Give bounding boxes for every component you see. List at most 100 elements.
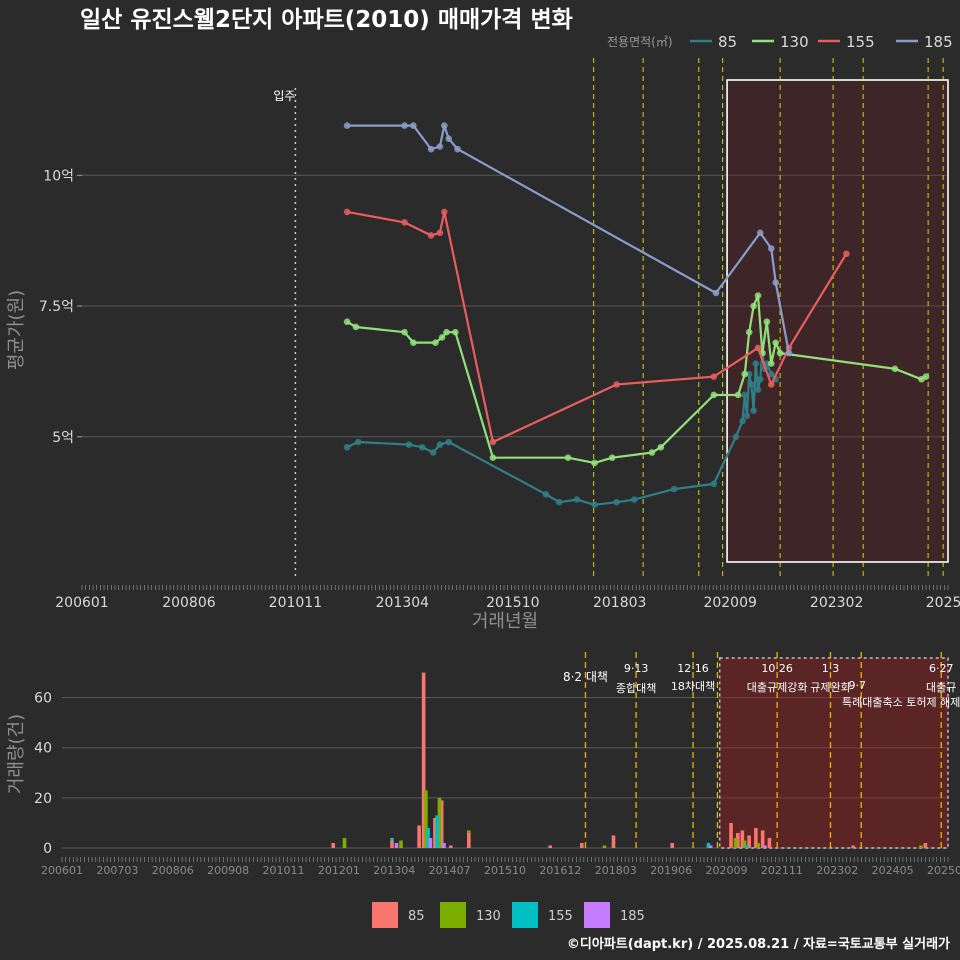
- price-point-155: [441, 208, 448, 216]
- policy-date-2: 12·16: [677, 662, 709, 675]
- price-point-85: [445, 438, 453, 446]
- volume-bar-155: [390, 837, 394, 841]
- price-point-85: [767, 370, 775, 378]
- price-point-130: [352, 323, 360, 331]
- price-series-130: [343, 292, 930, 467]
- price-point-185: [410, 122, 417, 129]
- price-point-85: [555, 498, 563, 506]
- price-point-155: [613, 381, 620, 388]
- volume-y-tick-label-0: 0: [43, 841, 52, 857]
- price-point-130: [657, 443, 665, 451]
- price-point-130: [438, 334, 446, 341]
- policy-name-1: 종합대책: [616, 682, 656, 695]
- price-point-185: [767, 245, 775, 252]
- price-x-tick-label-7: 202302: [810, 595, 863, 611]
- price-point-185: [785, 349, 793, 357]
- volume-x-tick-label-7: 201407: [429, 864, 471, 877]
- volume-bar-130: [399, 840, 403, 848]
- price-point-130: [922, 373, 930, 380]
- price-point-185: [756, 229, 764, 237]
- price-point-85: [752, 360, 760, 367]
- price-point-155: [427, 232, 435, 239]
- price-point-130: [891, 365, 899, 373]
- price-point-155: [436, 229, 444, 237]
- price-point-130: [489, 454, 497, 462]
- volume-bar-85: [417, 825, 421, 848]
- price-point-85: [750, 407, 757, 414]
- price-legend: 전용면적(㎡) 85 130 155 185: [607, 33, 953, 51]
- volume-highlight-rect: [718, 657, 949, 849]
- policy-label-0: 8·2 대책: [563, 669, 608, 684]
- price-point-130: [648, 449, 656, 456]
- price-y-tick-label-1: 7.5억: [39, 299, 74, 315]
- legend-title: 전용면적(㎡): [607, 35, 673, 49]
- price-point-85: [630, 496, 638, 503]
- footer-credit: ©디아파트(dapt.kr) / 2025.08.21 / 자료=국토교통부 실…: [567, 936, 950, 952]
- volume-x-tick-label-2: 200806: [152, 864, 194, 877]
- policy-name-5: 규제완화: [810, 681, 850, 694]
- volume-bar-130: [467, 830, 471, 833]
- volume-bar-85: [923, 842, 928, 848]
- volume-y-axis-title: 거래량(건): [6, 714, 27, 794]
- volume-highlight-box: [718, 657, 949, 849]
- volume-bar-85: [548, 845, 553, 848]
- price-policy-lines: [593, 58, 944, 578]
- price-x-tick-label-3: 201304: [376, 595, 430, 611]
- price-series: [343, 122, 930, 509]
- policy-date-7: 6·27: [929, 662, 954, 675]
- price-point-130: [432, 339, 439, 346]
- price-point-130: [343, 318, 351, 326]
- price-point-85: [405, 441, 413, 448]
- policy-date-6: 9·7: [848, 679, 866, 692]
- price-point-85: [573, 496, 581, 503]
- volume-bar-85: [747, 835, 751, 848]
- volume-bar-185: [442, 842, 446, 848]
- volume-legend-label-155: 155: [548, 909, 573, 924]
- price-point-130: [763, 318, 771, 326]
- volume-x-tick-label-3: 200908: [207, 864, 249, 877]
- volume-bar-85: [580, 842, 584, 848]
- volume-bar-85: [754, 827, 758, 848]
- price-point-85: [418, 443, 426, 451]
- volume-x-tick-label-8: 201510: [484, 864, 526, 877]
- volume-bar-155: [745, 845, 749, 848]
- volume-y-tick-label-1: 20: [34, 791, 52, 807]
- price-point-85: [741, 391, 749, 399]
- volume-legend-label-185: 185: [620, 909, 645, 924]
- volume-x-tick-label-5: 201201: [318, 864, 360, 877]
- price-point-130: [754, 292, 762, 299]
- volume-x-tick-label-4: 201011: [263, 864, 305, 877]
- price-point-130: [452, 328, 459, 336]
- volume-bar-130: [733, 837, 738, 848]
- volume-legend-label-130: 130: [476, 909, 501, 924]
- volume-bar-155: [426, 827, 430, 848]
- price-point-85: [542, 491, 550, 498]
- volume-bar-85: [611, 835, 616, 848]
- volume-x-axis: 200601 200703 200806 200908 201011 201201 2013…: [41, 857, 960, 877]
- volume-y-axis: 0 20 40 60: [34, 691, 52, 857]
- price-gridlines: [82, 174, 948, 438]
- volume-bar-155: [435, 815, 439, 848]
- volume-bar-185: [708, 845, 713, 848]
- volume-bar-185: [763, 845, 767, 848]
- price-point-130: [734, 391, 742, 399]
- price-point-130: [401, 328, 408, 336]
- policy-name-6: 특례대출축소 토허제 해제: [842, 695, 960, 709]
- price-point-130: [741, 370, 749, 378]
- price-highlight-box: [726, 79, 949, 563]
- price-point-130: [772, 339, 779, 346]
- volume-bar-85: [467, 832, 471, 848]
- volume-bar-85: [729, 822, 733, 848]
- price-line-130: [346, 294, 927, 464]
- price-point-185: [427, 145, 435, 153]
- price-point-85: [732, 433, 740, 441]
- volume-legend-swatch-130: [440, 902, 466, 928]
- volume-x-tick-label-6: 201304: [373, 864, 415, 877]
- policy-date-1: 9·13: [624, 662, 649, 675]
- volume-bar-85: [331, 842, 336, 848]
- y-axis-title: 평균가(원): [6, 290, 27, 370]
- volume-x-tick-label-16: 202507: [927, 864, 960, 877]
- price-x-tick-label-5: 201803: [593, 595, 646, 611]
- price-y-tick-label-0: 5억: [52, 430, 74, 446]
- volume-bar-85: [421, 672, 426, 848]
